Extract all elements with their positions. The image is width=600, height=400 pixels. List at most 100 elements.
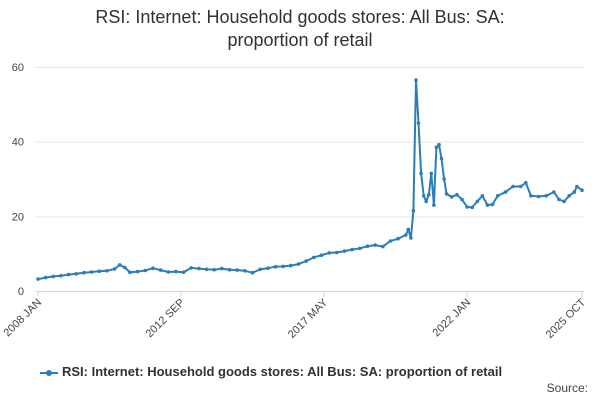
data-point[interactable] xyxy=(312,255,316,260)
data-point[interactable] xyxy=(51,274,56,279)
chart-title: RSI: Internet: Household goods stores: A… xyxy=(0,6,600,52)
data-point[interactable] xyxy=(485,203,490,207)
y-tick-label: 40 xyxy=(12,137,24,149)
data-point[interactable] xyxy=(449,195,454,199)
data-point[interactable] xyxy=(204,267,209,272)
data-point[interactable] xyxy=(381,244,385,249)
data-point[interactable] xyxy=(243,269,247,273)
data-point[interactable] xyxy=(36,277,40,281)
data-point[interactable] xyxy=(437,142,441,147)
data-point[interactable] xyxy=(575,184,579,189)
data-point[interactable] xyxy=(273,264,278,269)
data-point[interactable] xyxy=(544,194,548,198)
x-tick-label: 2022 JAN xyxy=(431,297,474,340)
data-point[interactable] xyxy=(419,171,423,176)
data-point[interactable] xyxy=(557,197,561,202)
legend-label: RSI: Internet: Household goods stores: A… xyxy=(62,364,503,379)
data-point[interactable] xyxy=(258,267,263,272)
data-point[interactable] xyxy=(404,233,408,237)
data-point[interactable] xyxy=(43,275,48,280)
data-point[interactable] xyxy=(250,270,255,275)
data-point[interactable] xyxy=(424,199,429,204)
data-point[interactable] xyxy=(406,227,411,232)
x-tick-label: 2017 MAY xyxy=(286,296,331,341)
data-point[interactable] xyxy=(335,250,339,255)
data-point[interactable] xyxy=(296,262,301,266)
data-point[interactable] xyxy=(444,192,449,196)
data-point[interactable] xyxy=(197,266,201,271)
data-point[interactable] xyxy=(82,270,86,275)
data-point[interactable] xyxy=(123,265,127,270)
data-point[interactable] xyxy=(158,268,163,272)
data-point[interactable] xyxy=(128,270,132,275)
data-point[interactable] xyxy=(89,270,94,274)
data-point[interactable] xyxy=(414,78,418,82)
data-point[interactable] xyxy=(518,184,523,189)
data-point[interactable] xyxy=(490,202,495,207)
y-tick-label: 0 xyxy=(18,286,24,298)
gridlines xyxy=(36,67,584,218)
chart-title-line-1: RSI: Internet: Household goods stores: A… xyxy=(95,7,505,27)
data-point[interactable] xyxy=(460,197,464,202)
data-point[interactable] xyxy=(66,272,71,277)
data-point[interactable] xyxy=(480,194,485,198)
data-point[interactable] xyxy=(409,236,413,240)
data-point[interactable] xyxy=(455,192,459,197)
data-point[interactable] xyxy=(212,267,216,272)
data-point[interactable] xyxy=(97,269,102,274)
data-point[interactable] xyxy=(174,269,178,274)
data-point[interactable] xyxy=(411,208,416,213)
data-point[interactable] xyxy=(416,121,421,125)
data-point[interactable] xyxy=(365,244,370,248)
data-point[interactable] xyxy=(427,192,431,197)
data-point[interactable] xyxy=(429,171,434,176)
data-point[interactable] xyxy=(396,236,400,241)
data-point[interactable] xyxy=(470,205,475,210)
data-point[interactable] xyxy=(373,243,377,247)
data-point[interactable] xyxy=(105,269,109,273)
data-point[interactable] xyxy=(524,180,528,185)
data-point[interactable] xyxy=(281,264,286,269)
data-point[interactable] xyxy=(511,184,515,189)
data-point[interactable] xyxy=(434,145,439,150)
data-point[interactable] xyxy=(529,194,533,198)
data-point[interactable] xyxy=(495,194,500,198)
data-point[interactable] xyxy=(117,263,122,267)
data-point[interactable] xyxy=(166,270,171,274)
data-point[interactable] xyxy=(266,266,270,271)
data-point[interactable] xyxy=(358,246,362,251)
data-point[interactable] xyxy=(189,266,193,270)
data-point[interactable] xyxy=(475,199,480,204)
data-point[interactable] xyxy=(235,268,239,272)
legend-line-marker-icon xyxy=(40,368,58,378)
data-point[interactable] xyxy=(562,199,566,204)
data-point[interactable] xyxy=(439,156,444,161)
data-point[interactable] xyxy=(135,269,140,274)
data-point[interactable] xyxy=(567,194,571,198)
data-point[interactable] xyxy=(289,263,293,268)
data-point[interactable] xyxy=(181,270,186,275)
data-point[interactable] xyxy=(536,194,541,199)
data-point[interactable] xyxy=(442,177,446,181)
data-point[interactable] xyxy=(220,266,224,271)
data-point[interactable] xyxy=(342,249,347,253)
data-point[interactable] xyxy=(465,205,469,209)
data-point[interactable] xyxy=(503,190,508,194)
data-point[interactable] xyxy=(74,272,79,276)
data-point[interactable] xyxy=(350,247,354,252)
data-point[interactable] xyxy=(151,266,155,271)
data-point[interactable] xyxy=(143,268,148,273)
legend-item[interactable]: RSI: Internet: Household goods stores: A… xyxy=(40,364,502,379)
data-point[interactable] xyxy=(580,188,584,192)
data-point[interactable] xyxy=(327,251,332,255)
data-point[interactable] xyxy=(112,267,117,271)
data-point[interactable] xyxy=(319,253,324,257)
data-point[interactable] xyxy=(227,267,232,272)
data-point[interactable] xyxy=(388,239,393,243)
data-point[interactable] xyxy=(59,273,63,278)
data-point[interactable] xyxy=(572,190,577,194)
data-point[interactable] xyxy=(421,194,426,198)
data-point[interactable] xyxy=(304,259,309,263)
data-point[interactable] xyxy=(432,203,436,207)
data-point[interactable] xyxy=(552,190,556,194)
